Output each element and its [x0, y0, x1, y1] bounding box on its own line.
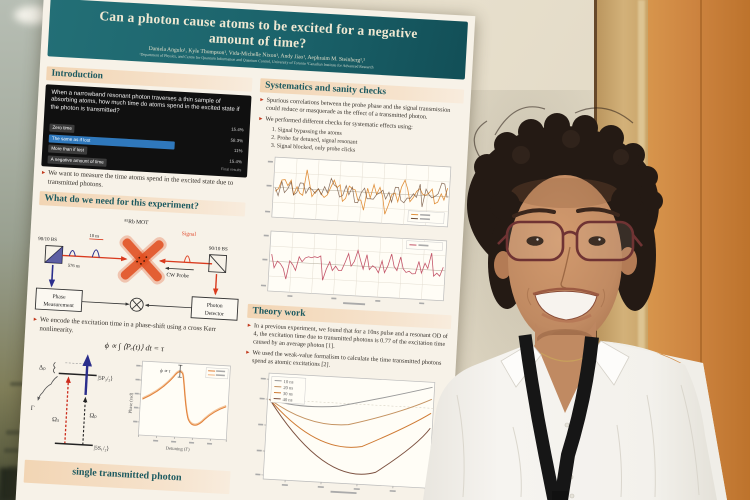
gamma-label: Γ [30, 405, 34, 412]
phase-ylabel: Phase (rad) [127, 392, 133, 414]
phase-box-label2: Measurement [43, 301, 74, 309]
phase-annotation: ϕ ∝ τ [159, 369, 170, 375]
door-seam [700, 0, 702, 500]
shirt-folds [456, 384, 700, 498]
bs-left-label: 90/10 BS [38, 237, 57, 243]
smiling-mouth [532, 287, 600, 323]
lanyard-clip [552, 491, 568, 500]
bullet-arrow-icon: ▸ [41, 169, 46, 177]
detuning-label: Δₚ [38, 364, 46, 371]
experiment-diagram: 90/10 BS 576 ns 10 ns ⁸⁵Rb MOT [34, 219, 239, 321]
bullet-arrow-icon: ▸ [247, 321, 252, 330]
theory-curve-10ns [269, 387, 433, 408]
bullet-arrow-icon: ▸ [33, 315, 38, 324]
eyebrow-left [512, 208, 556, 218]
legend-30ns: 30 ns [283, 391, 293, 397]
phase-curve [141, 370, 226, 426]
sanity-series-red [271, 248, 444, 281]
shirt-sleeve [601, 341, 727, 500]
poster-right-column: Systematics and sanity checks ▸ Spurious… [237, 74, 465, 500]
legend-10ns: 10 ns [283, 379, 293, 385]
person [423, 106, 727, 500]
signal-label: Signal [182, 231, 197, 238]
poll-option-percent: 11% [233, 148, 243, 154]
poster-left-column: Introduction When a narrowband resonant … [23, 62, 253, 498]
theory-curve-20ns [269, 399, 433, 426]
mot-label: ⁸⁵Rb MOT [124, 219, 149, 226]
mot-cross-icon [117, 235, 167, 285]
poll-option-label: A negative amount of time [47, 155, 107, 167]
cw-probe-label: CW Probe [166, 272, 189, 279]
poll-option-percent: 15.4% [229, 158, 242, 165]
glasses [497, 220, 644, 262]
beamsplitter-right-icon [208, 254, 228, 274]
phase-xlabel: Detuning (Γ) [165, 445, 190, 451]
detector-box-label1: Photon [207, 303, 223, 310]
theory-curve-40ns [269, 399, 431, 475]
bullet-arrow-icon: ▸ [260, 96, 264, 104]
research-poster: Can a photon cause atoms to be excited f… [11, 0, 476, 500]
section-heading-partial: single transmitted photon [23, 459, 231, 494]
eyes [526, 236, 606, 246]
ear-left [494, 251, 512, 279]
sanity-check-plots [260, 156, 452, 306]
delay-label: 576 ns [68, 263, 81, 269]
lower-level-label: |5S₁/₂⟩ [93, 444, 109, 452]
lanyard [518, 334, 599, 500]
energy-level-diagram: Δₚ Γ Ωₛ Ωₚ |5P₃/₂⟩ |5S₁/₂⟩ [30, 353, 113, 452]
detector-box-label2: Detector [205, 310, 225, 317]
phase-plot: ϕ ∝ τ Detuning (Γ) Phase (rad) [127, 360, 231, 451]
poll-screenshot: When a narrowband resonant photon traver… [41, 84, 252, 178]
bullet-arrow-icon: ▸ [259, 115, 263, 123]
bullet-arrow-icon: ▸ [245, 348, 250, 357]
poll-option-percent: 15.4% [231, 127, 244, 133]
upper-level-label: |5P₃/₂⟩ [97, 374, 113, 382]
next-section-banner: single transmitted photon [23, 459, 231, 494]
eyebrow-right [576, 207, 620, 217]
poll-option-percent: 58.3% [230, 137, 244, 144]
smile-creases [526, 287, 606, 308]
forehead-shadow [511, 178, 619, 208]
pulse-width-label: 10 ns [89, 233, 99, 239]
theory-plot: 10 ns 20 ns 30 ns 40 ns [255, 373, 436, 495]
sanity-series-dark [275, 177, 448, 208]
photon-detector-box [190, 296, 239, 321]
theory-legend: 10 ns 20 ns 30 ns 40 ns [270, 376, 307, 405]
phase-measurement-box [34, 287, 83, 313]
omega-s-label: Ωₛ [51, 416, 59, 423]
nose [560, 246, 571, 289]
legend-20ns: 20 ns [283, 385, 293, 391]
bs-right-label: 90/10 BS [209, 247, 228, 253]
phase-box-label1: Phase [52, 294, 66, 301]
omega-p-label: Ωₚ [89, 412, 97, 419]
theory-curve-30ns [269, 399, 432, 449]
legend-40ns: 40 ns [282, 397, 292, 403]
mixer-icon [129, 297, 144, 312]
